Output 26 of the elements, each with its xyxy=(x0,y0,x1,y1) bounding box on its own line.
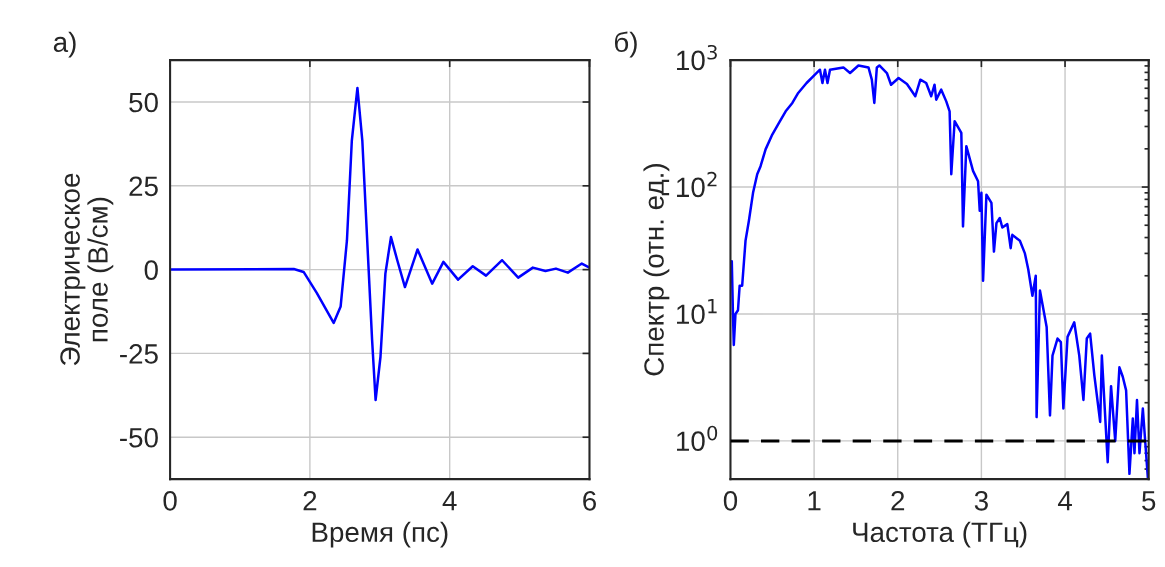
y-tick-label: 25 xyxy=(129,176,158,197)
x-tick-label: 2 xyxy=(891,490,905,511)
x-tick-label: 2 xyxy=(303,490,317,511)
y-axis-title: Электрическое поле (В/см) xyxy=(60,173,114,366)
x-tick-label: 6 xyxy=(583,490,596,511)
chart-title: б) xyxy=(614,31,637,58)
y-tick-label: 50 xyxy=(129,92,158,113)
line-series xyxy=(170,86,590,402)
y-tick-label: 10$^{3}$ xyxy=(677,44,717,71)
chart-title: а) xyxy=(53,31,76,58)
y-tick-label: 10$^{1}$ xyxy=(677,299,717,325)
x-tick-label: 0 xyxy=(723,490,738,511)
x-tick-label: 1 xyxy=(808,491,821,511)
x-axis-title: Время (пс) xyxy=(312,521,448,548)
y-tick-label: 0 xyxy=(144,260,158,280)
x-tick-label: 5 xyxy=(1142,491,1156,511)
x-tick-label: 4 xyxy=(1057,491,1072,511)
y-tick-label: 10$^{0}$ xyxy=(677,425,718,452)
x-tick-label: 4 xyxy=(442,491,457,511)
x-tick-label: 3 xyxy=(974,490,988,511)
x-axis-title: Частота (ТГц) xyxy=(853,521,1027,548)
y-tick-label: -25 xyxy=(120,344,158,364)
y-axis-title: Спектр (отн. ед.) xyxy=(643,164,670,376)
y-tick-label: -50 xyxy=(120,427,158,448)
x-tick-label: 0 xyxy=(163,490,177,511)
y-tick-label: 10$^{2}$ xyxy=(677,171,717,198)
